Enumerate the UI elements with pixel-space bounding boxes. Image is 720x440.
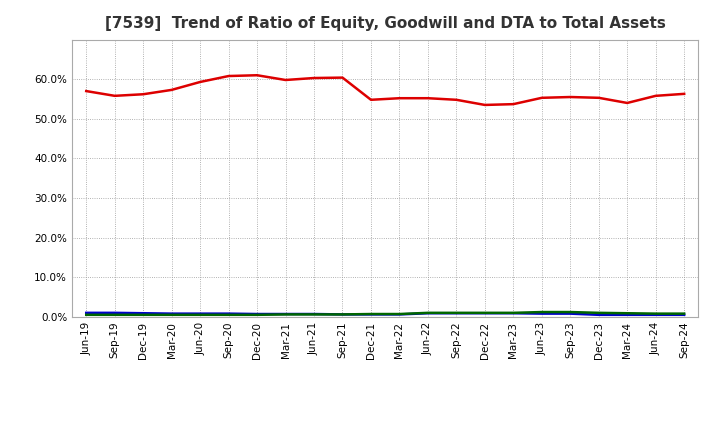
- Goodwill: [509, 311, 518, 316]
- Equity: [537, 95, 546, 100]
- Equity: [395, 95, 404, 101]
- Goodwill: [623, 312, 631, 317]
- Deferred Tax Assets: [595, 310, 603, 315]
- Deferred Tax Assets: [452, 310, 461, 315]
- Deferred Tax Assets: [680, 311, 688, 316]
- Line: Goodwill: Goodwill: [86, 313, 684, 315]
- Line: Deferred Tax Assets: Deferred Tax Assets: [86, 312, 684, 315]
- Equity: [338, 75, 347, 80]
- Line: Equity: Equity: [86, 75, 684, 105]
- Equity: [595, 95, 603, 100]
- Equity: [196, 79, 204, 84]
- Goodwill: [282, 312, 290, 317]
- Deferred Tax Assets: [509, 310, 518, 315]
- Deferred Tax Assets: [566, 309, 575, 315]
- Goodwill: [338, 312, 347, 317]
- Equity: [623, 100, 631, 106]
- Deferred Tax Assets: [139, 312, 148, 317]
- Deferred Tax Assets: [167, 312, 176, 317]
- Goodwill: [366, 312, 375, 317]
- Deferred Tax Assets: [480, 310, 489, 315]
- Equity: [310, 75, 318, 81]
- Goodwill: [167, 311, 176, 316]
- Goodwill: [139, 311, 148, 316]
- Goodwill: [652, 312, 660, 317]
- Goodwill: [595, 312, 603, 317]
- Equity: [110, 93, 119, 99]
- Deferred Tax Assets: [537, 309, 546, 315]
- Deferred Tax Assets: [110, 312, 119, 317]
- Equity: [139, 92, 148, 97]
- Goodwill: [310, 312, 318, 317]
- Equity: [566, 94, 575, 99]
- Deferred Tax Assets: [652, 311, 660, 316]
- Goodwill: [423, 311, 432, 316]
- Deferred Tax Assets: [225, 312, 233, 317]
- Goodwill: [537, 311, 546, 316]
- Deferred Tax Assets: [196, 312, 204, 317]
- Deferred Tax Assets: [366, 312, 375, 317]
- Deferred Tax Assets: [253, 312, 261, 317]
- Equity: [423, 95, 432, 101]
- Equity: [282, 77, 290, 83]
- Title: [7539]  Trend of Ratio of Equity, Goodwill and DTA to Total Assets: [7539] Trend of Ratio of Equity, Goodwil…: [105, 16, 665, 32]
- Deferred Tax Assets: [82, 312, 91, 317]
- Goodwill: [480, 311, 489, 316]
- Equity: [82, 88, 91, 94]
- Goodwill: [452, 311, 461, 316]
- Deferred Tax Assets: [310, 312, 318, 317]
- Deferred Tax Assets: [338, 312, 347, 317]
- Deferred Tax Assets: [395, 312, 404, 317]
- Equity: [225, 73, 233, 79]
- Goodwill: [566, 311, 575, 316]
- Deferred Tax Assets: [423, 310, 432, 315]
- Equity: [480, 102, 489, 107]
- Goodwill: [395, 312, 404, 317]
- Equity: [680, 91, 688, 96]
- Deferred Tax Assets: [282, 312, 290, 317]
- Equity: [452, 97, 461, 103]
- Goodwill: [82, 310, 91, 315]
- Goodwill: [225, 311, 233, 316]
- Equity: [366, 97, 375, 103]
- Goodwill: [110, 310, 119, 315]
- Goodwill: [196, 311, 204, 316]
- Equity: [509, 102, 518, 107]
- Deferred Tax Assets: [623, 311, 631, 316]
- Equity: [253, 73, 261, 78]
- Equity: [652, 93, 660, 99]
- Goodwill: [253, 312, 261, 317]
- Goodwill: [680, 312, 688, 317]
- Equity: [167, 87, 176, 92]
